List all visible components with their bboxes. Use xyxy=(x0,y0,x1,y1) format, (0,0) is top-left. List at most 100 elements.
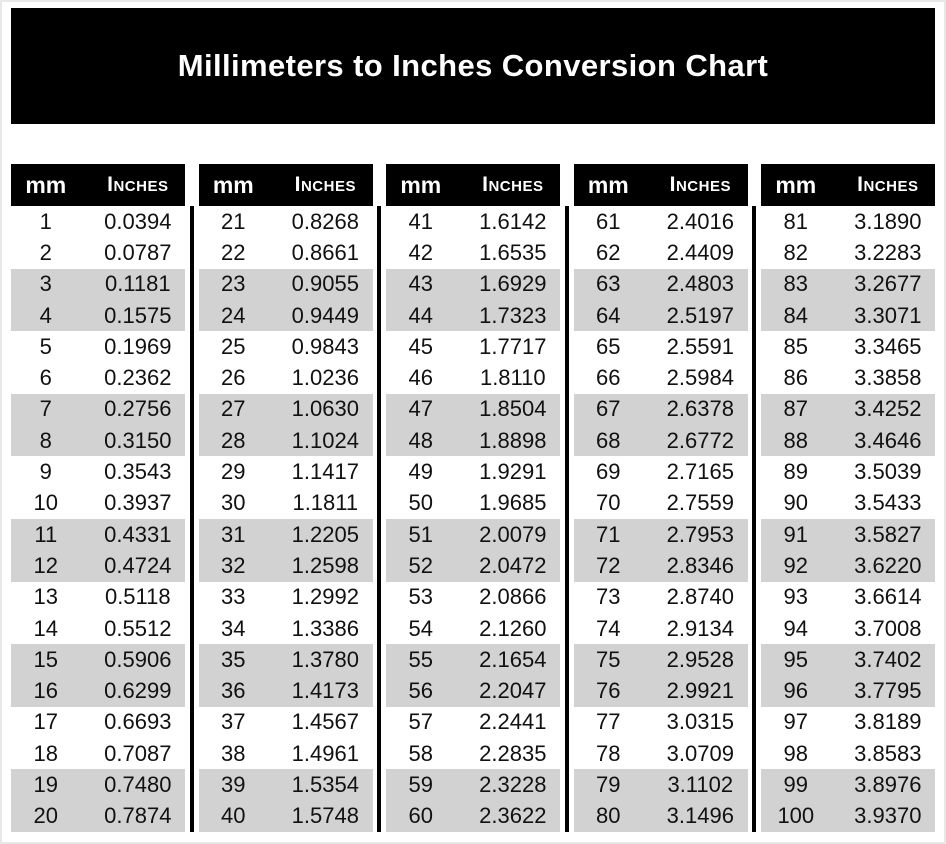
table-row: 73 2.8740 xyxy=(573,581,748,613)
inches-cell: 2.9528 xyxy=(666,646,734,672)
inches-header-cell: Inches xyxy=(294,173,356,196)
inches-cell: 3.5433 xyxy=(854,490,922,516)
inches-cell: 3.8189 xyxy=(854,709,922,735)
inches-cell: 2.2047 xyxy=(479,678,547,704)
mm-cell: 15 xyxy=(33,646,59,672)
inches-cell: 0.5118 xyxy=(104,584,171,610)
mm-cell: 75 xyxy=(596,646,621,672)
table-row: 86 3.3858 xyxy=(761,362,935,394)
inches-cell: 2.6772 xyxy=(666,427,734,453)
mm-cell: 39 xyxy=(221,771,246,797)
mm-cell: 42 xyxy=(408,239,434,265)
inches-cell: 1.2205 xyxy=(291,521,359,547)
inches-cell: 0.7480 xyxy=(104,771,172,797)
mm-cell: 18 xyxy=(33,740,59,766)
inches-cell: 2.8346 xyxy=(666,552,734,578)
table-row: 46 1.8110 xyxy=(386,362,560,394)
column-separator xyxy=(373,164,387,832)
mm-cell: 5 xyxy=(39,333,52,359)
inches-cell: 2.4016 xyxy=(666,208,734,234)
inches-cell: 2.5984 xyxy=(666,365,734,391)
inches-cell: 0.0394 xyxy=(104,208,172,234)
mm-cell: 72 xyxy=(596,552,621,578)
mm-cell: 36 xyxy=(221,678,246,704)
table-row: 17 0.6693 xyxy=(11,706,185,739)
table-row: 19 0.7480 xyxy=(11,769,185,801)
table-row: 30 1.1811 xyxy=(198,487,373,519)
table-row: 97 3.8189 xyxy=(761,706,935,739)
inches-cell: 0.9449 xyxy=(291,302,359,328)
inches-cell: 2.1654 xyxy=(479,646,547,672)
mm-cell: 2 xyxy=(39,239,52,265)
mm-cell: 9 xyxy=(39,459,52,485)
table-row: 4 0.1575 xyxy=(11,299,185,332)
inches-cell: 1.3780 xyxy=(291,646,359,672)
table-row: 47 1.8504 xyxy=(386,393,560,426)
table-row: 90 3.5433 xyxy=(761,487,935,519)
inches-cell: 2.4409 xyxy=(666,239,734,265)
table-row: 37 1.4567 xyxy=(198,706,373,739)
table-row: 50 1.9685 xyxy=(386,487,560,519)
table-row: 6 0.2362 xyxy=(11,362,185,394)
mm-cell: 29 xyxy=(221,459,246,485)
table-row: 61 2.4016 xyxy=(573,206,748,238)
mm-cell: 8 xyxy=(39,427,52,453)
table-row: 33 1.2992 xyxy=(198,581,373,613)
mm-cell: 79 xyxy=(596,771,621,797)
mm-cell: 6 xyxy=(39,365,52,391)
table-row: 54 2.1260 xyxy=(386,612,560,645)
inches-cell: 0.6693 xyxy=(104,709,172,735)
table-row: 42 1.6535 xyxy=(386,237,560,269)
inches-cell: 0.3543 xyxy=(104,459,172,485)
table-row: 40 1.5748 xyxy=(198,800,373,832)
table-row: 14 0.5512 xyxy=(11,612,185,645)
mm-cell: 98 xyxy=(783,740,809,766)
inches-cell: 1.6929 xyxy=(479,271,547,297)
inches-cell: 0.1575 xyxy=(104,302,172,328)
inches-cell: 1.9291 xyxy=(479,459,547,485)
mm-cell: 80 xyxy=(596,803,621,829)
conversion-table: mm Inches 1 0.0394 2 0.0787 3 0.1181 4 0.1575 5 0.1… xyxy=(11,164,935,832)
table-row: 78 3.0709 xyxy=(573,738,748,770)
inches-cell: 3.6220 xyxy=(854,552,922,578)
inches-cell: 3.4252 xyxy=(854,396,922,422)
inches-cell: 3.8976 xyxy=(854,771,922,797)
mm-cell: 17 xyxy=(33,709,59,735)
inches-cell: 3.5039 xyxy=(854,459,922,485)
table-row: 29 1.1417 xyxy=(198,456,373,488)
mm-cell: 23 xyxy=(221,271,246,297)
mm-cell: 87 xyxy=(783,396,809,422)
table-row: 21 0.8268 xyxy=(198,206,373,238)
table-row: 79 3.1102 xyxy=(573,769,748,801)
mm-cell: 53 xyxy=(408,584,434,610)
table-row: 72 2.8346 xyxy=(573,550,748,582)
mm-cell: 68 xyxy=(596,427,621,453)
table-row: 62 2.4409 xyxy=(573,237,748,269)
mm-cell: 70 xyxy=(596,490,621,516)
inches-cell: 3.7402 xyxy=(854,646,922,672)
table-row: 22 0.8661 xyxy=(198,237,373,269)
mm-cell: 65 xyxy=(596,333,621,359)
column-separator-line xyxy=(752,206,757,832)
table-row: 16 0.6299 xyxy=(11,675,185,707)
inches-cell: 3.3071 xyxy=(854,302,922,328)
mm-cell: 94 xyxy=(783,615,809,641)
inches-cell: 2.9921 xyxy=(666,678,734,704)
inches-cell: 1.3386 xyxy=(291,615,359,641)
mm-cell: 3 xyxy=(39,271,52,297)
inches-header-cell: Inches xyxy=(669,173,731,196)
inches-cell: 3.9370 xyxy=(854,803,922,829)
inches-cell: 2.0472 xyxy=(479,552,547,578)
inches-cell: 3.6614 xyxy=(854,584,922,610)
table-row: 5 0.1969 xyxy=(11,331,185,363)
inches-cell: 2.0866 xyxy=(479,584,547,610)
mm-cell: 89 xyxy=(783,459,809,485)
inches-cell: 3.1890 xyxy=(854,208,922,234)
column-separator xyxy=(185,164,199,832)
table-row: 18 0.7087 xyxy=(11,738,185,770)
inches-cell: 0.7087 xyxy=(104,740,172,766)
inches-cell: 0.2362 xyxy=(104,365,172,391)
table-row: 38 1.4961 xyxy=(198,738,373,770)
table-row: 31 1.2205 xyxy=(198,518,373,551)
mm-header-cell: mm xyxy=(400,171,442,198)
